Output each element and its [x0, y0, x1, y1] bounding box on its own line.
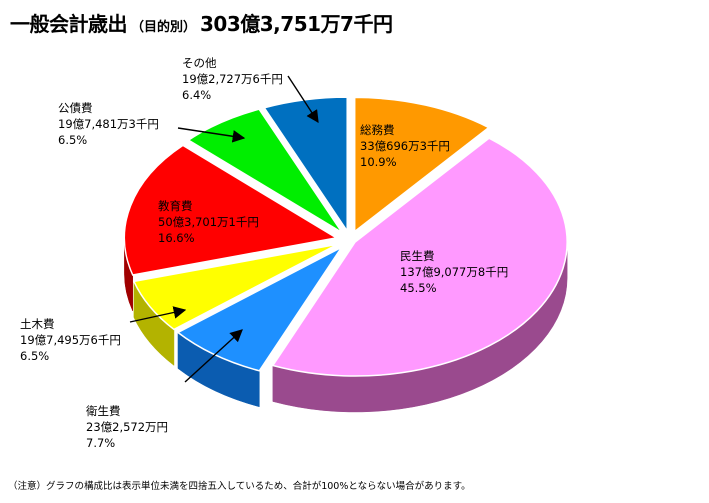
label-sonota-name: その他 [182, 56, 217, 70]
label-doboku-name: 土木費 [20, 317, 55, 331]
arrow-eisei [184, 329, 243, 383]
leader-lines [129, 75, 319, 383]
label-minsei-name: 民生費 [400, 249, 435, 263]
label-minsei-percent: 45.5% [400, 281, 437, 295]
slice-0 [353, 96, 491, 233]
arrow-sonota [287, 75, 319, 124]
arrow-doboku [129, 306, 187, 323]
slice-4 [123, 144, 339, 276]
label-sonota-amount: 19億2,727万6千円 [182, 72, 283, 86]
slice-6 [263, 96, 348, 234]
title-main: 一般会計歳出 [10, 12, 128, 36]
label-kousai: 公債費 19億7,481万3千円 6.5% [58, 100, 159, 148]
label-kousai-amount: 19億7,481万3千円 [58, 117, 159, 131]
slice-1 [271, 137, 568, 377]
label-eisei-name: 衛生費 [86, 404, 121, 418]
label-sonota-percent: 6.4% [182, 88, 212, 102]
title-sub: （目的別） [131, 20, 197, 35]
label-kyouiku: 教育費 50億3,701万1千円 16.6% [158, 198, 259, 246]
label-doboku-amount: 19億7,495万6千円 [20, 333, 121, 347]
arrow-kousai [177, 127, 246, 143]
slice-tops [123, 96, 568, 377]
title-total: 303億3,751万7千円 [200, 12, 393, 36]
slice-5 [187, 108, 343, 234]
label-eisei-amount: 23億2,572万円 [86, 420, 169, 434]
label-eisei-percent: 7.7% [86, 436, 116, 450]
label-kyouiku-percent: 16.6% [158, 231, 195, 245]
label-sonota: その他 19億2,727万6千円 6.4% [182, 55, 283, 103]
label-doboku: 土木費 19億7,495万6千円 6.5% [20, 316, 121, 364]
label-soumu-amount: 33億696万3千円 [360, 139, 450, 153]
label-doboku-percent: 6.5% [20, 349, 50, 363]
label-kyouiku-name: 教育費 [158, 199, 193, 213]
label-eisei: 衛生費 23億2,572万円 7.7% [86, 403, 168, 451]
label-kousai-name: 公債費 [58, 101, 93, 115]
footnote: （注意）グラフの構成比は表示単位未満を四捨五入しているため、合計が100%となら… [8, 481, 471, 492]
label-soumu-percent: 10.9% [360, 155, 397, 169]
label-minsei: 民生費 137億9,077万8千円 45.5% [400, 248, 508, 296]
label-kousai-percent: 6.5% [58, 133, 88, 147]
label-soumu: 総務費 33億696万3千円 10.9% [360, 122, 450, 170]
label-minsei-amount: 137億9,077万8千円 [400, 265, 509, 279]
chart-title: 一般会計歳出 （目的別） 303億3,751万7千円 [10, 8, 393, 37]
label-soumu-name: 総務費 [360, 123, 395, 137]
label-kyouiku-amount: 50億3,701万1千円 [158, 215, 259, 229]
slice-sides [124, 237, 568, 413]
